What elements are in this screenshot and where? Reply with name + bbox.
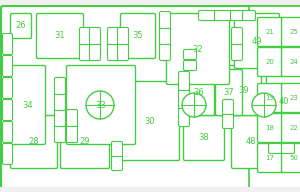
FancyBboxPatch shape (112, 142, 122, 156)
FancyBboxPatch shape (281, 84, 300, 113)
FancyBboxPatch shape (2, 99, 13, 121)
FancyBboxPatch shape (257, 113, 283, 142)
FancyBboxPatch shape (249, 6, 300, 188)
FancyBboxPatch shape (178, 108, 190, 127)
FancyBboxPatch shape (80, 27, 91, 45)
FancyBboxPatch shape (184, 50, 196, 60)
Text: 24: 24 (290, 59, 298, 65)
Text: 40: 40 (279, 98, 289, 107)
Text: 37: 37 (224, 88, 234, 97)
Text: 22: 22 (290, 125, 298, 131)
FancyBboxPatch shape (11, 13, 32, 39)
FancyBboxPatch shape (232, 44, 242, 60)
FancyBboxPatch shape (55, 78, 65, 94)
FancyBboxPatch shape (107, 44, 118, 60)
Text: 19: 19 (266, 95, 274, 101)
FancyBboxPatch shape (160, 12, 170, 28)
FancyBboxPatch shape (89, 27, 100, 45)
FancyBboxPatch shape (89, 44, 100, 60)
FancyBboxPatch shape (67, 65, 136, 145)
Text: 17: 17 (266, 155, 274, 161)
Text: 39: 39 (239, 86, 249, 95)
FancyBboxPatch shape (160, 44, 170, 60)
Text: 35: 35 (133, 31, 143, 41)
FancyBboxPatch shape (242, 11, 256, 21)
FancyBboxPatch shape (235, 13, 280, 69)
FancyBboxPatch shape (281, 47, 300, 76)
FancyBboxPatch shape (2, 55, 13, 76)
Text: 23: 23 (290, 95, 298, 101)
Text: 36: 36 (194, 88, 204, 97)
FancyBboxPatch shape (67, 109, 77, 127)
Text: 31: 31 (55, 31, 65, 41)
FancyBboxPatch shape (268, 143, 281, 153)
FancyBboxPatch shape (11, 116, 58, 169)
FancyBboxPatch shape (232, 116, 271, 169)
FancyBboxPatch shape (281, 143, 300, 172)
FancyBboxPatch shape (230, 11, 244, 21)
FancyBboxPatch shape (121, 81, 179, 161)
FancyBboxPatch shape (232, 27, 242, 45)
FancyBboxPatch shape (257, 47, 283, 76)
Text: 33: 33 (96, 100, 106, 109)
Text: 49: 49 (252, 36, 262, 46)
Text: 28: 28 (29, 137, 39, 146)
FancyBboxPatch shape (118, 44, 128, 60)
FancyBboxPatch shape (178, 71, 190, 90)
FancyBboxPatch shape (61, 116, 110, 169)
FancyBboxPatch shape (2, 143, 13, 165)
Circle shape (252, 93, 276, 117)
Text: 38: 38 (199, 133, 209, 142)
Circle shape (86, 91, 114, 119)
FancyBboxPatch shape (281, 17, 300, 46)
FancyBboxPatch shape (55, 94, 65, 111)
Text: 18: 18 (266, 125, 274, 131)
Circle shape (182, 93, 206, 117)
Text: 26: 26 (16, 22, 26, 31)
FancyBboxPatch shape (121, 13, 155, 59)
FancyBboxPatch shape (257, 143, 283, 172)
FancyBboxPatch shape (107, 27, 118, 45)
FancyBboxPatch shape (167, 13, 230, 84)
FancyBboxPatch shape (2, 122, 13, 142)
Text: 21: 21 (266, 29, 274, 35)
Text: 34: 34 (23, 100, 33, 109)
FancyBboxPatch shape (184, 70, 214, 116)
FancyBboxPatch shape (160, 27, 170, 45)
Text: 25: 25 (290, 29, 298, 35)
Text: 32: 32 (193, 45, 203, 54)
FancyBboxPatch shape (257, 84, 283, 113)
FancyBboxPatch shape (55, 109, 65, 127)
Text: 30: 30 (145, 117, 155, 126)
FancyBboxPatch shape (55, 126, 65, 142)
FancyBboxPatch shape (281, 143, 295, 153)
FancyBboxPatch shape (112, 156, 122, 170)
FancyBboxPatch shape (118, 27, 128, 45)
Text: 48: 48 (246, 137, 256, 146)
Text: 29: 29 (80, 137, 90, 146)
FancyBboxPatch shape (184, 60, 196, 70)
FancyBboxPatch shape (11, 65, 46, 145)
FancyBboxPatch shape (37, 13, 83, 59)
FancyBboxPatch shape (80, 44, 91, 60)
FancyBboxPatch shape (215, 70, 242, 116)
FancyBboxPatch shape (257, 17, 283, 46)
FancyBboxPatch shape (223, 113, 233, 128)
FancyBboxPatch shape (281, 113, 300, 142)
FancyBboxPatch shape (2, 78, 13, 98)
FancyBboxPatch shape (67, 126, 77, 142)
Text: 50: 50 (290, 155, 298, 161)
FancyBboxPatch shape (214, 11, 232, 21)
FancyBboxPatch shape (223, 99, 233, 114)
FancyBboxPatch shape (226, 65, 262, 116)
FancyBboxPatch shape (266, 65, 300, 138)
Text: 20: 20 (266, 59, 274, 65)
FancyBboxPatch shape (2, 33, 13, 55)
FancyBboxPatch shape (1, 6, 300, 188)
FancyBboxPatch shape (178, 89, 190, 108)
FancyBboxPatch shape (199, 11, 215, 21)
FancyBboxPatch shape (184, 116, 224, 161)
